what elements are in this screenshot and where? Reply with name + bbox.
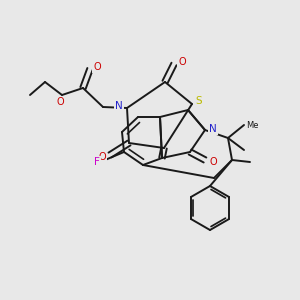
Text: O: O	[209, 157, 217, 167]
Text: O: O	[98, 152, 106, 162]
Text: O: O	[56, 97, 64, 107]
Text: O: O	[93, 62, 101, 72]
Text: F: F	[94, 157, 100, 167]
Text: S: S	[196, 96, 202, 106]
Text: O: O	[178, 57, 186, 67]
Text: N: N	[209, 124, 217, 134]
Text: N: N	[115, 101, 123, 111]
Text: Me: Me	[246, 121, 258, 130]
